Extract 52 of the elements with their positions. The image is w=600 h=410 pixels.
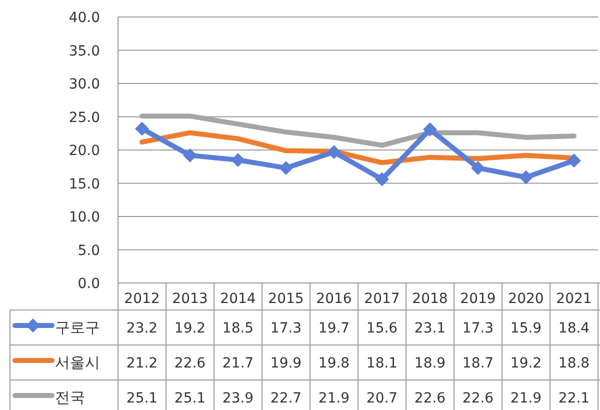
- y-tick-label: 20.0: [68, 143, 100, 159]
- x-tick-label: 2018: [412, 291, 448, 307]
- x-tick-label: 2021: [556, 291, 592, 307]
- data-label: 25.1: [174, 390, 206, 406]
- x-tick-label: 2016: [316, 291, 352, 307]
- y-tick-label: 25.0: [68, 110, 100, 126]
- data-label: 21.7: [222, 356, 254, 372]
- y-tick-label: 10.0: [68, 210, 100, 226]
- data-label: 23.2: [126, 320, 158, 336]
- legend-label: 서울시: [55, 354, 100, 372]
- data-label: 18.7: [462, 356, 494, 372]
- data-label: 20.7: [366, 390, 398, 406]
- data-label: 23.1: [414, 320, 446, 336]
- data-label: 17.3: [462, 320, 494, 336]
- x-tick-label: 2020: [508, 291, 544, 307]
- data-label: 18.9: [414, 356, 446, 372]
- data-label: 19.7: [318, 320, 350, 336]
- data-label: 19.2: [174, 320, 206, 336]
- data-label: 22.6: [462, 390, 494, 406]
- x-tick-label: 2014: [220, 291, 256, 307]
- data-label: 21.9: [510, 390, 542, 406]
- data-label: 22.6: [174, 356, 206, 372]
- data-label: 19.2: [510, 356, 542, 372]
- data-label: 19.9: [270, 356, 302, 372]
- data-label: 21.2: [126, 356, 158, 372]
- legend-label: 구로구: [55, 318, 100, 336]
- data-label: 18.4: [558, 320, 590, 336]
- data-label: 22.1: [558, 390, 590, 406]
- x-tick-label: 2017: [364, 291, 400, 307]
- data-label: 22.6: [414, 390, 446, 406]
- data-label: 23.9: [222, 390, 254, 406]
- data-label: 18.1: [366, 356, 398, 372]
- y-tick-label: 30.0: [68, 76, 100, 92]
- y-tick-label: 40.0: [68, 10, 100, 26]
- y-tick-label: 15.0: [68, 176, 100, 192]
- data-label: 19.8: [318, 356, 350, 372]
- data-label: 21.9: [318, 390, 350, 406]
- x-tick-label: 2012: [124, 291, 160, 307]
- data-label: 25.1: [126, 390, 158, 406]
- x-tick-label: 2019: [460, 291, 496, 307]
- data-label: 18.5: [222, 320, 254, 336]
- y-tick-label: 5.0: [78, 242, 100, 259]
- legend-label: 전국: [55, 388, 85, 406]
- data-label: 22.7: [270, 390, 302, 406]
- x-tick-label: 2015: [268, 291, 304, 307]
- data-label: 15.6: [366, 320, 398, 336]
- y-tick-label: 0.0: [78, 276, 100, 292]
- data-label: 17.3: [270, 320, 302, 336]
- y-tick-label: 35.0: [68, 43, 100, 60]
- data-label: 18.8: [558, 356, 590, 372]
- data-label: 15.9: [510, 320, 542, 336]
- x-tick-label: 2013: [172, 291, 208, 307]
